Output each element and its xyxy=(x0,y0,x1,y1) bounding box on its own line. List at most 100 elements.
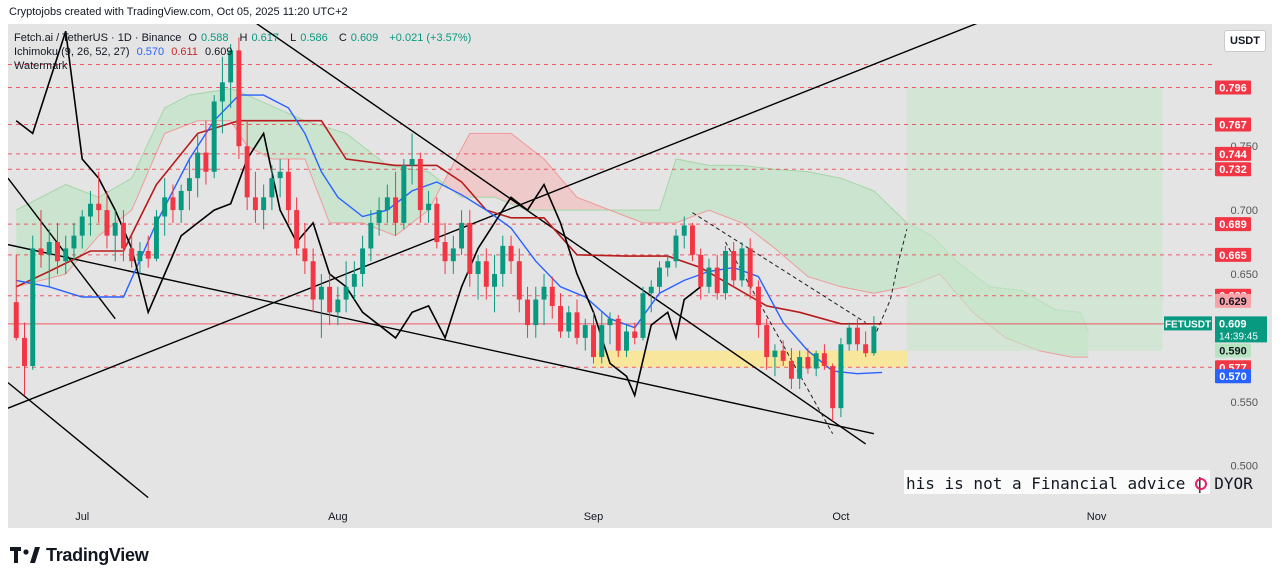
candle xyxy=(137,242,143,274)
candle-body xyxy=(327,286,333,313)
candle-body xyxy=(566,312,572,332)
candle-body xyxy=(640,293,646,338)
candle xyxy=(706,258,712,294)
candle-body xyxy=(38,248,44,255)
candle xyxy=(541,274,547,326)
last-price-value-bg xyxy=(1215,316,1267,343)
candle xyxy=(236,37,242,159)
candle-body xyxy=(186,178,192,191)
price-axis-label-text: 0.767 xyxy=(1219,120,1247,132)
candle-body xyxy=(533,299,539,326)
candle-body xyxy=(863,344,869,354)
candle-body xyxy=(615,318,621,351)
candle-body xyxy=(46,242,52,255)
candle-body xyxy=(87,203,93,217)
candle-body xyxy=(360,248,366,274)
candle-body xyxy=(483,261,489,287)
candle-body xyxy=(755,286,761,326)
candle-body xyxy=(104,210,110,236)
candle-body xyxy=(318,286,324,300)
candle-body xyxy=(788,360,794,379)
candle xyxy=(739,242,745,287)
candle xyxy=(269,165,275,211)
x-axis-tick-label: Sep xyxy=(584,511,604,523)
chart-legend: Fetch.ai / TetherUS · 1D · Binance O 0.58… xyxy=(14,31,475,73)
legend-watermark[interactable]: Watermark xyxy=(14,60,68,72)
candle-body xyxy=(854,327,860,345)
candle-body xyxy=(426,203,432,211)
candle xyxy=(87,190,93,236)
chart-area[interactable]: 0.5000.5500.6000.6500.7000.750JulAugSepO… xyxy=(8,24,1272,528)
chikou-span-line xyxy=(15,30,702,398)
price-axis-label-text: 0.590 xyxy=(1219,346,1247,358)
candle-body xyxy=(211,101,217,172)
candle-body xyxy=(764,325,770,358)
disclaimer-icon xyxy=(1195,478,1207,490)
candle xyxy=(599,312,605,364)
candle-body xyxy=(459,222,465,249)
price-chart[interactable]: 0.5000.5500.6000.6500.7000.750JulAugSepO… xyxy=(8,24,1272,528)
disclaimer-text: his is not a Financial advice | DYOR xyxy=(906,474,1253,493)
indicator-value-lagging: 0.609 xyxy=(205,46,233,58)
legend-indicator-name[interactable]: Ichimoku (9, 26, 52, 27) xyxy=(14,46,130,58)
candle-body xyxy=(673,235,679,262)
candle xyxy=(104,190,110,249)
candle xyxy=(252,171,258,223)
candle-body xyxy=(22,337,27,366)
candle-body xyxy=(285,171,291,211)
candle xyxy=(384,184,390,223)
candle-body xyxy=(219,82,225,102)
candle-body xyxy=(434,203,440,243)
trend-line xyxy=(8,177,116,320)
candle-body xyxy=(409,159,415,166)
disclaimer-bg xyxy=(904,470,1210,494)
candle-body xyxy=(508,245,514,262)
candle-body xyxy=(632,331,638,338)
wedge-upper-line xyxy=(692,212,866,323)
candle xyxy=(310,248,316,313)
candle xyxy=(30,235,36,370)
candle-body xyxy=(294,210,300,249)
candle-body xyxy=(30,248,36,366)
candle-body xyxy=(838,344,844,409)
candle-body xyxy=(384,197,390,211)
candle xyxy=(607,312,613,345)
candle xyxy=(96,171,102,223)
candle-body xyxy=(71,235,77,249)
candle xyxy=(294,197,300,255)
price-axis-label-bg xyxy=(1215,293,1251,308)
candle xyxy=(203,120,209,185)
candle xyxy=(772,344,778,377)
ichimoku-cloud-segment xyxy=(445,133,610,211)
candle xyxy=(318,274,324,338)
candle xyxy=(450,235,456,274)
candle-body xyxy=(302,248,308,262)
price-axis-label: 0.744 xyxy=(1215,146,1251,161)
price-axis-label-bg xyxy=(1215,80,1251,95)
candle xyxy=(508,235,514,274)
candle-body xyxy=(607,318,613,326)
candle-body xyxy=(343,286,349,300)
candle-body xyxy=(780,350,786,361)
legend-symbol[interactable]: Fetch.ai / TetherUS · 1D · Binance xyxy=(14,32,182,44)
candle xyxy=(591,312,596,364)
candle-body xyxy=(591,325,596,358)
tradingview-logo[interactable]: TradingView xyxy=(10,543,149,567)
candle-body xyxy=(236,50,242,147)
candle xyxy=(764,318,770,370)
candle-body xyxy=(310,261,316,300)
candle-body xyxy=(368,222,374,249)
currency-selector[interactable]: USDT xyxy=(1224,30,1266,52)
candle xyxy=(417,152,423,223)
candle-body xyxy=(681,225,687,236)
candle-body xyxy=(846,327,852,345)
candle-body xyxy=(541,286,547,300)
candle xyxy=(22,322,27,396)
y-axis-tick-label: 0.700 xyxy=(1230,205,1258,217)
candle-body xyxy=(203,152,209,172)
candle-body xyxy=(525,299,531,326)
candle-body xyxy=(417,159,423,211)
y-axis-tick-label: 0.650 xyxy=(1230,269,1258,281)
candle-body xyxy=(112,222,118,236)
